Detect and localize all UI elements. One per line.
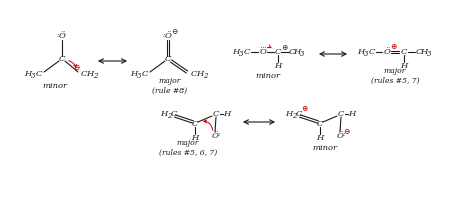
Text: H: H xyxy=(24,70,32,78)
Text: C: C xyxy=(192,120,198,128)
Text: :: : xyxy=(260,44,262,52)
Text: C: C xyxy=(165,55,171,63)
Text: C: C xyxy=(416,48,422,56)
Text: Ö: Ö xyxy=(211,132,219,140)
Text: C: C xyxy=(275,48,281,56)
Text: Ö: Ö xyxy=(337,132,344,140)
Text: 3: 3 xyxy=(239,50,243,58)
Text: C: C xyxy=(338,110,344,118)
Text: 3: 3 xyxy=(300,50,304,58)
Text: C: C xyxy=(191,70,197,78)
Text: 2: 2 xyxy=(93,72,97,80)
Text: major
(rule #8): major (rule #8) xyxy=(153,77,188,95)
Text: minor: minor xyxy=(43,82,67,90)
Text: H: H xyxy=(86,70,94,78)
Text: H: H xyxy=(130,70,137,78)
Text: H: H xyxy=(274,62,282,70)
Text: major
(rules #5, 6, 7): major (rules #5, 6, 7) xyxy=(159,139,217,157)
Text: H: H xyxy=(232,48,240,56)
Text: ⊕: ⊕ xyxy=(390,43,396,51)
Text: C: C xyxy=(317,120,323,128)
Text: :: : xyxy=(218,130,220,138)
Text: :: : xyxy=(57,31,59,39)
FancyArrowPatch shape xyxy=(267,45,271,48)
Text: C: C xyxy=(36,70,42,78)
Text: Ö: Ö xyxy=(59,32,65,40)
Text: C: C xyxy=(142,70,148,78)
Text: 3: 3 xyxy=(31,72,35,80)
Text: ⊖: ⊖ xyxy=(343,128,349,136)
Text: C: C xyxy=(244,48,250,56)
Text: C: C xyxy=(401,48,407,56)
Text: H: H xyxy=(357,48,365,56)
Text: ⊕: ⊕ xyxy=(281,44,287,52)
Text: ⊕: ⊕ xyxy=(301,105,307,113)
Text: 3: 3 xyxy=(364,50,368,58)
Text: C: C xyxy=(289,48,295,56)
Text: H: H xyxy=(348,110,356,118)
Text: C: C xyxy=(213,110,219,118)
FancyArrowPatch shape xyxy=(69,61,76,67)
Text: major
(rules #5, 7): major (rules #5, 7) xyxy=(371,67,419,85)
Text: H: H xyxy=(316,134,324,142)
Text: minor: minor xyxy=(255,72,281,80)
Text: H: H xyxy=(401,62,408,70)
Text: 2: 2 xyxy=(203,72,207,80)
Text: C: C xyxy=(296,110,302,118)
Text: ⊖: ⊖ xyxy=(73,64,79,72)
Text: C: C xyxy=(369,48,375,56)
Text: ⊖: ⊖ xyxy=(171,28,177,36)
Text: :: : xyxy=(163,31,165,39)
Text: C: C xyxy=(81,70,87,78)
Text: 3: 3 xyxy=(137,72,141,80)
Text: H: H xyxy=(196,70,204,78)
Text: Ö: Ö xyxy=(260,48,266,56)
Text: 2: 2 xyxy=(167,112,171,120)
Text: Ö: Ö xyxy=(164,32,172,40)
Text: :: : xyxy=(343,130,345,138)
Text: H: H xyxy=(285,110,292,118)
Text: H: H xyxy=(160,110,168,118)
Text: minor: minor xyxy=(312,144,337,152)
Text: 3: 3 xyxy=(427,50,431,58)
Text: Ö: Ö xyxy=(383,48,391,56)
Text: H: H xyxy=(191,134,199,142)
Text: 2: 2 xyxy=(292,112,296,120)
FancyArrowPatch shape xyxy=(204,120,213,130)
Text: C: C xyxy=(171,110,177,118)
Text: H: H xyxy=(223,110,231,118)
Text: H: H xyxy=(293,48,301,56)
Text: C: C xyxy=(59,55,65,63)
Text: H: H xyxy=(420,48,428,56)
